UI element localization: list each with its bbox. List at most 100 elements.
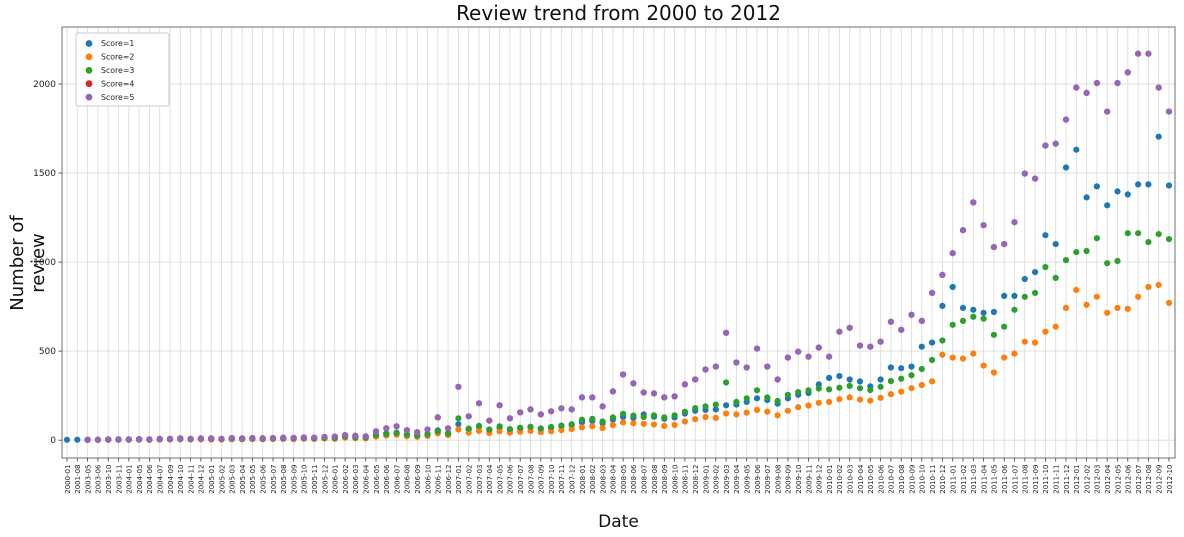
- legend-label: Score=1: [101, 39, 134, 48]
- svg-text:2009-05: 2009-05: [744, 465, 752, 494]
- svg-text:2006-05: 2006-05: [373, 465, 381, 494]
- svg-text:2009-02: 2009-02: [713, 465, 721, 494]
- svg-text:2010-07: 2010-07: [888, 465, 896, 494]
- svg-text:2006-11: 2006-11: [435, 465, 443, 494]
- svg-text:2009-08: 2009-08: [774, 465, 782, 494]
- svg-text:2007-12: 2007-12: [569, 465, 577, 494]
- svg-text:2010-06: 2010-06: [877, 464, 885, 494]
- svg-text:2006-03: 2006-03: [352, 465, 360, 494]
- svg-text:2005-04: 2005-04: [239, 464, 247, 494]
- svg-text:2004-05: 2004-05: [136, 465, 144, 494]
- svg-text:2004-06: 2004-06: [146, 464, 154, 494]
- svg-text:2011-03: 2011-03: [970, 465, 978, 494]
- svg-text:2012-01: 2012-01: [1073, 465, 1081, 494]
- legend-label: Score=4: [101, 79, 134, 88]
- plot-frame: [61, 26, 1176, 459]
- legend-entry: Score=4: [85, 79, 134, 88]
- svg-text:2011-04: 2011-04: [980, 464, 988, 494]
- svg-text:2007-01: 2007-01: [455, 465, 463, 494]
- legend-entry: Score=3: [85, 66, 134, 75]
- svg-text:2012-04: 2012-04: [1104, 464, 1112, 494]
- svg-text:2012-07: 2012-07: [1135, 465, 1143, 494]
- svg-text:2010-08: 2010-08: [898, 465, 906, 494]
- svg-text:2012-08: 2012-08: [1145, 465, 1153, 494]
- x-ticks: [66, 458, 1170, 462]
- svg-text:2008-11: 2008-11: [682, 465, 690, 494]
- svg-text:2008-04: 2008-04: [610, 464, 618, 494]
- svg-text:2007-02: 2007-02: [466, 465, 474, 494]
- legend-entry: Score=5: [85, 93, 134, 102]
- svg-text:2006-12: 2006-12: [445, 465, 453, 494]
- svg-text:2011-12: 2011-12: [1063, 465, 1071, 494]
- svg-text:2008-10: 2008-10: [671, 465, 679, 494]
- legend-label: Score=5: [101, 93, 134, 102]
- svg-text:2004-10: 2004-10: [177, 465, 185, 494]
- svg-text:2007-10: 2007-10: [548, 465, 556, 494]
- svg-text:2007-08: 2007-08: [527, 465, 535, 494]
- svg-text:2006-09: 2006-09: [414, 465, 422, 494]
- svg-text:2010-05: 2010-05: [867, 465, 875, 494]
- svg-text:2011-09: 2011-09: [1032, 465, 1040, 494]
- legend-label: Score=2: [101, 53, 134, 62]
- svg-text:2009-12: 2009-12: [816, 465, 824, 494]
- svg-text:2006-02: 2006-02: [342, 465, 350, 494]
- svg-text:2010-04: 2010-04: [857, 464, 865, 494]
- plot-area: [62, 27, 1175, 458]
- svg-text:2009-09: 2009-09: [785, 465, 793, 494]
- svg-text:2009-11: 2009-11: [805, 465, 813, 494]
- svg-text:2008-09: 2008-09: [661, 465, 669, 494]
- svg-text:2007-09: 2007-09: [538, 465, 546, 494]
- svg-text:2003-05: 2003-05: [84, 465, 92, 494]
- svg-text:2006-06: 2006-06: [383, 464, 391, 494]
- svg-text:2004-01: 2004-01: [126, 465, 134, 494]
- svg-text:2007-07: 2007-07: [517, 465, 525, 494]
- svg-text:2008-01: 2008-01: [579, 465, 587, 494]
- svg-text:2006-04: 2006-04: [363, 464, 371, 494]
- svg-text:2012-09: 2012-09: [1156, 465, 1164, 494]
- svg-text:2010-01: 2010-01: [826, 465, 834, 494]
- svg-text:2005-12: 2005-12: [321, 465, 329, 494]
- x-axis-label: Date: [598, 512, 639, 532]
- svg-text:2004-07: 2004-07: [157, 465, 165, 494]
- svg-text:2012-02: 2012-02: [1083, 465, 1091, 494]
- svg-text:2007-05: 2007-05: [496, 465, 504, 494]
- legend-entry: Score=1: [85, 39, 134, 48]
- svg-text:2011-08: 2011-08: [1022, 465, 1030, 494]
- svg-text:2008-06: 2008-06: [630, 464, 638, 494]
- y-tick-labels: 0 500 1000 1500 2000: [33, 80, 56, 446]
- y-ticks: [58, 83, 62, 441]
- svg-text:2007-04: 2007-04: [486, 464, 494, 494]
- svg-text:2009-04: 2009-04: [733, 464, 741, 494]
- legend-marker: [85, 53, 93, 61]
- chart-title: Review trend from 2000 to 2012: [456, 1, 781, 25]
- svg-text:2010-02: 2010-02: [836, 465, 844, 494]
- svg-text:2012-03: 2012-03: [1094, 465, 1102, 494]
- svg-text:2007-03: 2007-03: [476, 465, 484, 494]
- legend-marker: [85, 80, 93, 88]
- svg-text:2005-06: 2005-06: [260, 464, 268, 494]
- svg-text:2009-01: 2009-01: [702, 465, 710, 494]
- svg-text:500: 500: [39, 347, 56, 357]
- svg-text:2006-01: 2006-01: [332, 465, 340, 494]
- svg-text:2011-05: 2011-05: [991, 465, 999, 494]
- svg-text:2005-07: 2005-07: [270, 465, 278, 494]
- legend-entry: Score=2: [85, 53, 134, 62]
- svg-text:2012-10: 2012-10: [1166, 465, 1174, 494]
- svg-text:2005-09: 2005-09: [290, 465, 298, 494]
- svg-text:2003-11: 2003-11: [115, 465, 123, 494]
- svg-text:2009-03: 2009-03: [723, 465, 731, 494]
- legend-label: Score=3: [101, 66, 134, 75]
- svg-text:2009-06: 2009-06: [754, 464, 762, 494]
- svg-text:2001-08: 2001-08: [74, 465, 82, 494]
- series-score-5: [84, 50, 1173, 443]
- svg-text:2008-07: 2008-07: [641, 465, 649, 494]
- svg-text:2008-08: 2008-08: [651, 465, 659, 494]
- svg-text:0: 0: [50, 436, 56, 446]
- svg-text:1500: 1500: [33, 169, 56, 179]
- svg-text:2003-06: 2003-06: [95, 464, 103, 494]
- svg-text:2004-11: 2004-11: [187, 465, 195, 494]
- svg-text:2011-01: 2011-01: [950, 465, 958, 494]
- svg-text:2011-10: 2011-10: [1042, 465, 1050, 494]
- svg-text:2008-12: 2008-12: [692, 465, 700, 494]
